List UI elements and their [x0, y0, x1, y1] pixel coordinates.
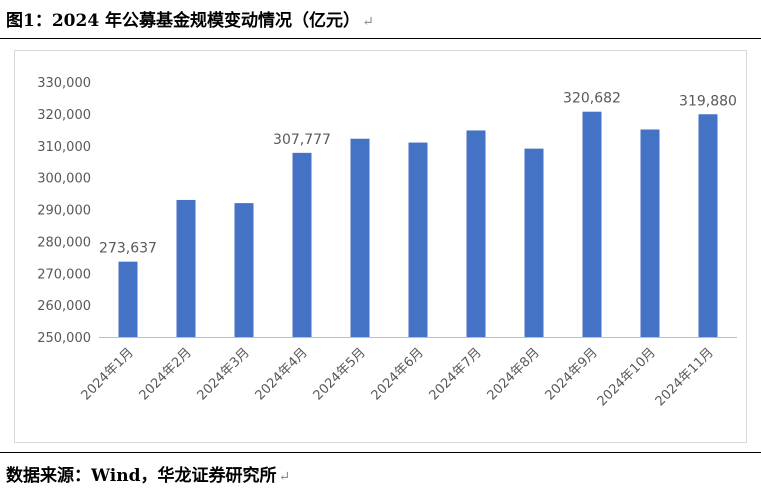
bar: [176, 199, 196, 337]
bottom-rule: [0, 452, 761, 453]
figure-title: 图1：2024 年公募基金规模变动情况（亿元） ↵: [6, 6, 374, 31]
y-tick-label: 280,000: [37, 235, 91, 250]
figure-source-text: 数据来源：Wind，华龙证券研究所: [6, 466, 277, 486]
x-tick-label: 2024年5月: [311, 345, 369, 403]
top-rule: [0, 38, 761, 39]
bar: [234, 203, 254, 338]
bar: [292, 152, 312, 337]
bar: [350, 138, 370, 337]
y-tick-label: 260,000: [37, 299, 91, 314]
x-axis: 2024年1月 2024年2月 2024年3月 2024年4月 2024年5月 2024年…: [79, 337, 737, 409]
y-tick-label: 320,000: [37, 108, 91, 123]
y-tick-label: 270,000: [37, 267, 91, 282]
bar: [466, 130, 486, 337]
y-tick-label: 250,000: [37, 331, 91, 346]
data-label: 320,682: [563, 91, 621, 107]
data-label: 273,637: [99, 241, 157, 257]
bar: [118, 261, 138, 337]
bar: [408, 142, 428, 337]
bar-chart: 250,000 260,000 270,000 280,000 290,000 300,0…: [37, 76, 737, 409]
y-tick-label: 300,000: [37, 172, 91, 187]
x-tick-label: 2024年3月: [195, 345, 253, 403]
bar: [582, 111, 602, 337]
bar: [698, 114, 718, 337]
chart-frame: [14, 50, 747, 443]
x-tick-label: 2024年10月: [595, 345, 659, 409]
x-tick-label: 2024年9月: [543, 345, 601, 403]
bar: [640, 129, 660, 337]
y-tick-label: 290,000: [37, 204, 91, 219]
x-tick-label: 2024年8月: [485, 345, 543, 403]
x-tick-label: 2024年7月: [427, 345, 485, 403]
x-tick-label: 2024年2月: [137, 345, 195, 403]
x-tick-label: 2024年6月: [369, 345, 427, 403]
y-axis: 250,000 260,000 270,000 280,000 290,000 300,0…: [37, 76, 91, 346]
data-labels: 273,637 307,777 320,682 319,880: [99, 91, 737, 257]
y-tick-label: 330,000: [37, 76, 91, 91]
x-tick-label: 2024年4月: [253, 345, 311, 403]
data-label: 319,880: [679, 93, 737, 109]
y-tick-label: 310,000: [37, 140, 91, 155]
return-mark-icon: ↵: [278, 469, 291, 485]
bars: [118, 111, 718, 338]
x-tick-label: 2024年11月: [653, 345, 717, 409]
data-label: 307,777: [273, 132, 331, 148]
figure-source: 数据来源：Wind，华龙证券研究所 ↵: [6, 461, 290, 486]
bar: [524, 148, 544, 337]
return-mark-icon: ↵: [362, 14, 374, 30]
figure-title-text: 图1：2024 年公募基金规模变动情况（亿元）: [6, 11, 361, 31]
x-tick-label: 2024年1月: [79, 345, 137, 403]
